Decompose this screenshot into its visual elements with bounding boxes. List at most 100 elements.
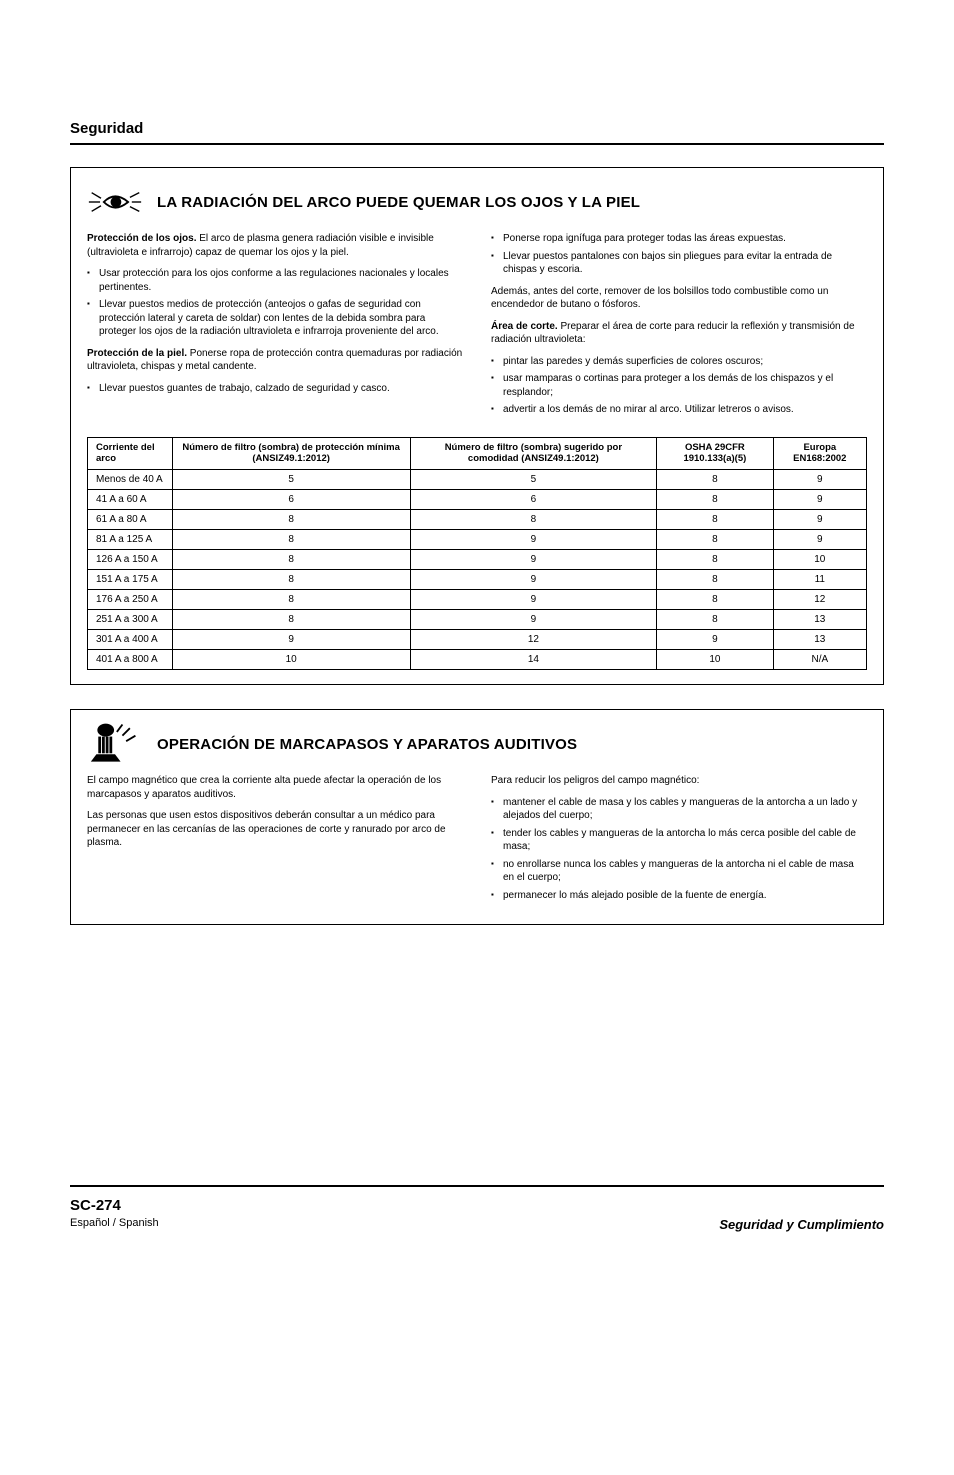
table-cell: 5 [410,470,657,490]
table-cell: 9 [773,530,866,550]
table-cell: 12 [773,590,866,610]
table-row: 176 A a 250 A89812 [88,590,867,610]
table-cell: 8 [172,530,410,550]
combustible-para: Además, antes del corte, remover de los … [491,285,867,312]
table-cell: 9 [410,550,657,570]
pacemaker-section: OPERACIÓN DE MARCAPASOS Y APARATOS AUDIT… [70,709,884,925]
skin-protection-label: Protección de la piel. [87,348,187,359]
table-cell: 9 [172,630,410,650]
cutting-area-bullets: pintar las paredes y demás superficies d… [491,355,867,417]
table-cell: 8 [172,590,410,610]
table-cell: 8 [657,530,773,550]
cutting-area-para: Área de corte. Preparar el área de corte… [491,320,867,347]
eye-protection-bullets: Usar protección para los ojos conforme a… [87,267,463,339]
table-cell: 8 [657,590,773,610]
table-cell: 12 [410,630,657,650]
list-item: permanecer lo más alejado posible de la … [491,889,867,903]
table-header: OSHA 29CFR 1910.133(a)(5) [657,437,773,470]
table-header: Corriente del arco [88,437,173,470]
document-page: Seguridad LA RADIACIÓN D [0,0,954,1475]
section-1-title-row: LA RADIACIÓN DEL ARCO PUEDE QUEMAR LOS O… [87,182,867,222]
magnetic-field-intro: Para reducir los peligros del campo magn… [491,774,867,788]
pacemaker-icon [87,724,143,764]
pacemaker-para-1: El campo magnético que crea la corriente… [87,774,463,801]
section-2-columns: El campo magnético que crea la corriente… [87,774,867,910]
list-item: no enrollarse nunca los cables y manguer… [491,858,867,885]
skin-protection-bullets: Llevar puestos guantes de trabajo, calza… [87,382,463,396]
section-1-title: LA RADIACIÓN DEL ARCO PUEDE QUEMAR LOS O… [157,194,640,211]
list-item: tender los cables y mangueras de la anto… [491,827,867,854]
footer-language: Español / Spanish [70,1216,159,1231]
table-cell: 9 [410,590,657,610]
eye-radiation-icon [87,182,143,222]
arc-radiation-section: LA RADIACIÓN DEL ARCO PUEDE QUEMAR LOS O… [70,167,884,685]
table-cell: 13 [773,630,866,650]
table-cell: 8 [657,550,773,570]
table-row: 251 A a 300 A89813 [88,610,867,630]
list-item: usar mamparas o cortinas para proteger a… [491,372,867,399]
footer-left: SC-274 Español / Spanish [70,1195,159,1231]
table-cell: 8 [172,550,410,570]
table-header: Europa EN168:2002 [773,437,866,470]
section-2-title-row: OPERACIÓN DE MARCAPASOS Y APARATOS AUDIT… [87,724,867,764]
pacemaker-para-2: Las personas que usen estos dispositivos… [87,809,463,850]
table-cell: 8 [410,510,657,530]
list-item: Llevar puestos pantalones con bajos sin … [491,250,867,277]
section-1-right-column: Ponerse ropa ignífuga para proteger toda… [491,232,867,425]
table-cell: 81 A a 125 A [88,530,173,550]
table-row: 81 A a 125 A8989 [88,530,867,550]
table-cell: 14 [410,650,657,670]
table-cell: 176 A a 250 A [88,590,173,610]
table-row: 151 A a 175 A89811 [88,570,867,590]
table-cell: 6 [172,490,410,510]
table-cell: 9 [410,610,657,630]
shade-table-head: Corriente del arco Número de filtro (som… [88,437,867,470]
section-2-left-column: El campo magnético que crea la corriente… [87,774,463,910]
table-cell: N/A [773,650,866,670]
table-cell: 8 [657,470,773,490]
cutting-area-label: Área de corte. [491,321,558,332]
table-row: 301 A a 400 A912913 [88,630,867,650]
table-cell: 61 A a 80 A [88,510,173,530]
skin-protection-para: Protección de la piel. Ponerse ropa de p… [87,347,463,374]
section-2-title: OPERACIÓN DE MARCAPASOS Y APARATOS AUDIT… [157,736,577,753]
table-row: 41 A a 60 A6689 [88,490,867,510]
table-cell: 8 [657,510,773,530]
table-cell: Menos de 40 A [88,470,173,490]
table-cell: 9 [410,570,657,590]
section-1-left-column: Protección de los ojos. El arco de plasm… [87,232,463,425]
footer-right: Seguridad y Cumplimiento [719,1217,884,1232]
footer-code: SC-274 [70,1195,159,1216]
section-2-right-column: Para reducir los peligros del campo magn… [491,774,867,910]
table-cell: 8 [657,490,773,510]
table-cell: 9 [773,470,866,490]
list-item: mantener el cable de masa y los cables y… [491,796,867,823]
table-cell: 10 [657,650,773,670]
magnetic-field-bullets: mantener el cable de masa y los cables y… [491,796,867,903]
table-row: 401 A a 800 A101410N/A [88,650,867,670]
list-item: Llevar puestos guantes de trabajo, calza… [87,382,463,396]
table-cell: 9 [773,510,866,530]
list-item: advertir a los demás de no mirar al arco… [491,403,867,417]
table-cell: 151 A a 175 A [88,570,173,590]
table-row: 61 A a 80 A8889 [88,510,867,530]
table-cell: 6 [410,490,657,510]
eye-protection-para: Protección de los ojos. El arco de plasm… [87,232,463,259]
section-1-columns: Protección de los ojos. El arco de plasm… [87,232,867,425]
table-cell: 10 [172,650,410,670]
table-cell: 9 [773,490,866,510]
page-header: Seguridad [70,120,884,145]
table-cell: 8 [172,510,410,530]
table-cell: 8 [172,610,410,630]
list-item: pintar las paredes y demás superficies d… [491,355,867,369]
table-cell: 9 [657,630,773,650]
table-cell: 11 [773,570,866,590]
table-cell: 301 A a 400 A [88,630,173,650]
eye-protection-label: Protección de los ojos. [87,233,196,244]
table-cell: 126 A a 150 A [88,550,173,570]
list-item: Usar protección para los ojos conforme a… [87,267,463,294]
table-cell: 8 [657,570,773,590]
page-footer: SC-274 Español / Spanish Seguridad y Cum… [70,1185,884,1231]
list-item: Llevar puestos medios de protección (ant… [87,298,463,339]
table-header: Número de filtro (sombra) de protección … [172,437,410,470]
